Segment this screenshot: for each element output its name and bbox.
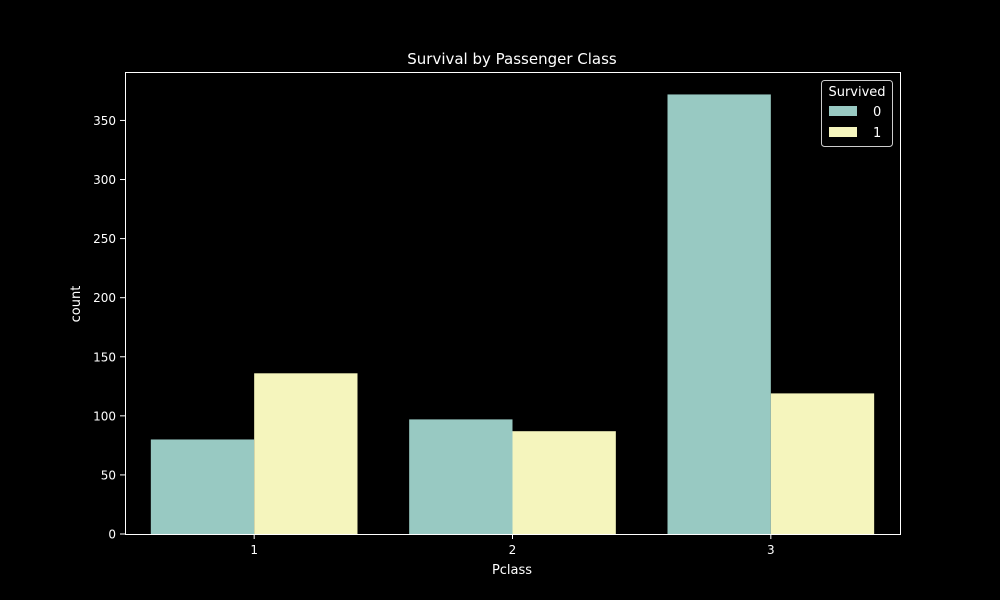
legend-label-1: 1: [873, 126, 881, 141]
bar-pclass-2-survived-0: [409, 419, 513, 534]
bars-layer: [150, 94, 875, 534]
bar-pclass-3-survived-0: [667, 94, 771, 534]
bar-pclass-3-survived-1: [770, 393, 875, 534]
y-tick-label: 350: [93, 114, 116, 128]
y-tick-label: 300: [93, 173, 116, 187]
legend-items: 01: [829, 105, 881, 141]
y-tick-label: 200: [93, 291, 116, 305]
legend-swatch-1: [829, 127, 857, 137]
y-axis-label: count: [69, 286, 84, 323]
x-tick-label: 2: [509, 543, 517, 557]
legend-swatch-0: [829, 106, 857, 116]
y-tick-label: 50: [101, 468, 116, 482]
x-tick-label: 3: [767, 543, 775, 557]
y-tick-label: 100: [93, 409, 116, 423]
legend-label-0: 0: [873, 105, 881, 120]
y-tick-label: 0: [108, 528, 116, 542]
y-tick-label: 250: [93, 232, 116, 246]
legend: Survived 01: [821, 80, 893, 147]
x-axis-label: Pclass: [492, 563, 532, 578]
y-tick-label: 150: [93, 350, 116, 364]
x-tick-label: 1: [250, 543, 258, 557]
plot-frame: [125, 72, 901, 535]
bar-pclass-2-survived-1: [512, 431, 616, 534]
chart-title: Survival by Passenger Class: [407, 50, 617, 68]
bar-pclass-1-survived-1: [254, 373, 358, 534]
legend-title: Survived: [828, 85, 885, 100]
bar-pclass-1-survived-0: [150, 439, 255, 534]
